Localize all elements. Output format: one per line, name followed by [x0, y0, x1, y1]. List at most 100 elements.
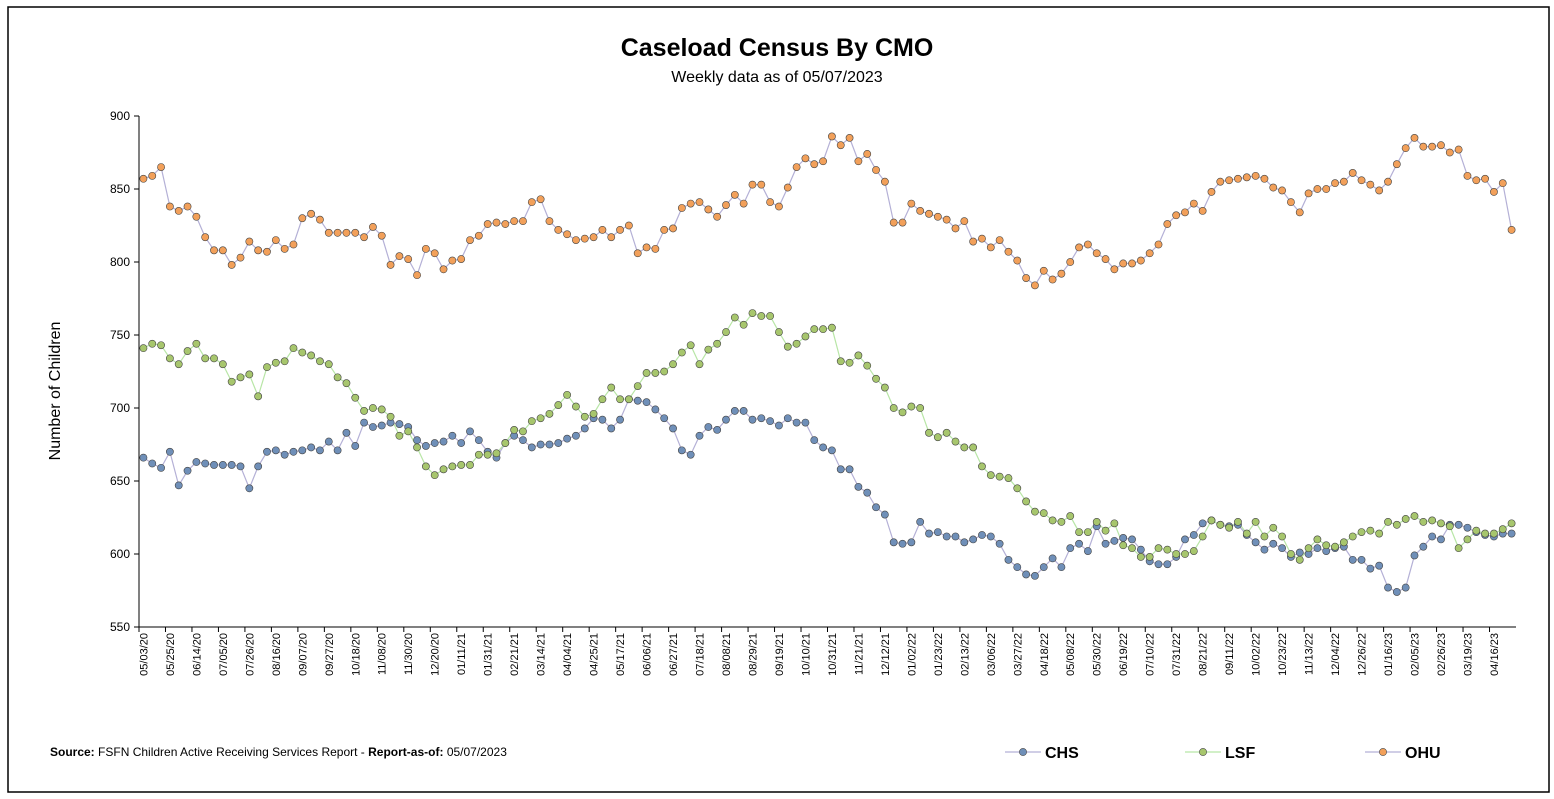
point	[430, 439, 439, 447]
point	[501, 439, 510, 447]
x-tick-label: 10/02/22	[1251, 633, 1263, 676]
point	[1269, 539, 1278, 548]
point	[925, 209, 933, 218]
point	[942, 428, 951, 437]
legend-marker	[1019, 748, 1027, 756]
point	[377, 231, 386, 240]
point	[139, 344, 148, 353]
y-tick-label: 650	[110, 474, 130, 488]
point	[413, 436, 421, 445]
point	[342, 428, 351, 437]
point	[307, 351, 316, 360]
point	[192, 339, 201, 348]
point	[413, 271, 421, 280]
point	[254, 246, 263, 255]
point	[783, 183, 792, 192]
x-tick-label: 01/02/22	[906, 633, 918, 676]
point	[651, 405, 660, 414]
point	[421, 244, 430, 253]
x-tick-label: 01/16/23	[1383, 633, 1395, 676]
chart-title: Caseload Census By CMO	[621, 34, 934, 62]
legend-label: LSF	[1225, 745, 1255, 762]
point	[1057, 517, 1066, 526]
x-tick-label: 07/18/21	[695, 633, 707, 676]
y-tick-label: 850	[110, 182, 130, 196]
y-tick-label: 900	[110, 109, 130, 123]
point	[192, 212, 201, 221]
point	[254, 462, 263, 471]
point	[1013, 484, 1022, 493]
point	[792, 339, 801, 348]
point	[872, 166, 880, 174]
point	[192, 458, 201, 466]
point	[307, 443, 316, 452]
point	[183, 202, 192, 211]
point	[1225, 523, 1234, 532]
point	[1348, 532, 1357, 541]
point	[165, 354, 174, 363]
y-tick-label: 600	[110, 547, 130, 561]
point	[642, 243, 651, 252]
point	[1022, 274, 1031, 282]
point	[1498, 179, 1507, 188]
point	[1313, 535, 1322, 544]
point	[510, 217, 519, 226]
point	[1322, 541, 1331, 550]
series-line	[143, 398, 1512, 593]
x-tick-label: 09/27/20	[324, 633, 336, 676]
point	[1234, 517, 1242, 526]
point	[845, 133, 854, 142]
point	[439, 437, 448, 446]
point	[492, 218, 501, 227]
point	[828, 323, 836, 332]
point	[880, 177, 889, 186]
point	[395, 431, 404, 440]
point	[828, 446, 836, 455]
point	[271, 446, 280, 455]
point	[960, 538, 969, 547]
point	[369, 404, 377, 412]
point	[1490, 188, 1498, 196]
point	[1507, 519, 1516, 528]
point	[1242, 529, 1251, 538]
point	[1313, 544, 1322, 553]
x-tick-label: 08/08/21	[721, 633, 733, 676]
point	[1269, 183, 1278, 192]
point	[1189, 199, 1198, 208]
point	[757, 414, 766, 423]
point	[836, 357, 845, 366]
point	[1181, 535, 1189, 544]
point	[430, 249, 439, 258]
point	[404, 427, 413, 436]
point	[845, 358, 854, 367]
point	[880, 510, 889, 519]
x-tick-label: 09/19/21	[774, 633, 786, 676]
point	[245, 370, 254, 379]
point	[748, 309, 757, 317]
point	[316, 215, 324, 224]
point	[324, 360, 333, 369]
point	[324, 437, 333, 446]
point	[351, 393, 360, 402]
point	[377, 421, 386, 430]
point	[342, 379, 351, 388]
x-tick-label: 08/21/22	[1198, 633, 1210, 676]
point	[360, 418, 368, 427]
x-tick-label: 04/16/23	[1489, 633, 1501, 676]
point	[757, 312, 766, 320]
point	[1481, 529, 1490, 538]
point	[201, 354, 210, 363]
point	[1075, 539, 1083, 548]
point	[960, 217, 969, 226]
point	[1145, 553, 1154, 561]
point	[704, 205, 713, 214]
point	[704, 423, 713, 431]
point	[227, 461, 236, 469]
point	[642, 369, 651, 377]
point	[174, 481, 183, 490]
point	[1401, 515, 1410, 523]
point	[766, 417, 775, 426]
point	[916, 404, 925, 412]
point	[280, 357, 289, 366]
point	[1031, 281, 1039, 290]
